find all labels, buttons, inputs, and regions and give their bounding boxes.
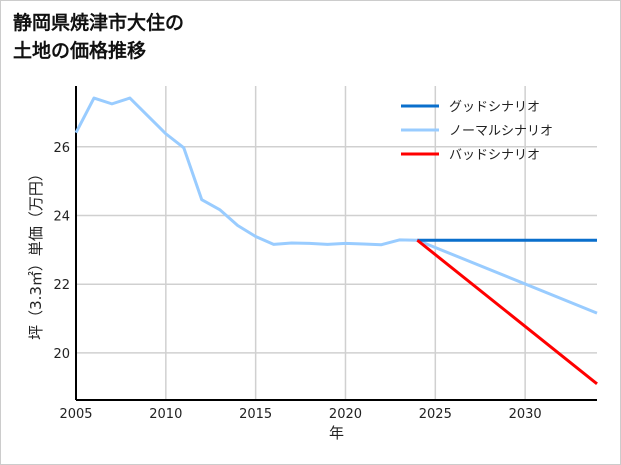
- y-tick-label: 24: [53, 210, 70, 225]
- x-tick-label: 2025: [419, 407, 452, 422]
- x-tick-label: 2005: [59, 407, 92, 422]
- series-line-1: [74, 96, 598, 315]
- legend-label: グッドシナリオ: [449, 100, 540, 115]
- x-axis-label: 年: [329, 424, 344, 442]
- x-tick-label: 2030: [509, 407, 542, 422]
- y-axis-label: 坪（3.3㎡）単価（万円）: [27, 166, 45, 340]
- title-line-2: 土地の価格推移: [13, 40, 147, 62]
- x-tick-label: 2020: [329, 407, 362, 422]
- y-tick-label: 26: [53, 141, 70, 156]
- x-tick-label: 2015: [239, 407, 272, 422]
- legend-label: ノーマルシナリオ: [449, 124, 553, 139]
- legend-label: バッドシナリオ: [449, 148, 540, 163]
- x-tick-label: 2010: [149, 407, 182, 422]
- title-line-1: 静岡県焼津市大住の: [13, 12, 185, 34]
- y-tick-label: 20: [53, 347, 70, 362]
- series-line-2: [416, 239, 598, 386]
- y-tick-label: 22: [53, 278, 70, 293]
- chart-title: 静岡県焼津市大住の 土地の価格推移: [13, 9, 184, 65]
